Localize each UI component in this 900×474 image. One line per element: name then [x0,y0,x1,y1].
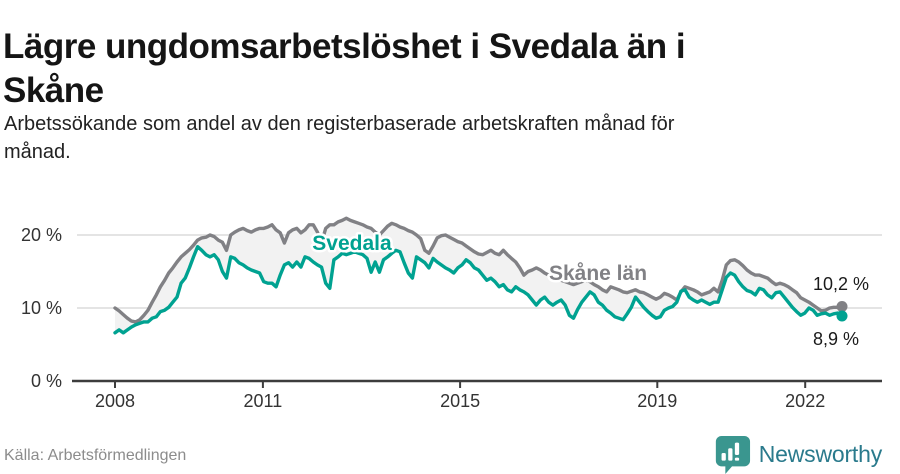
y-axis-tick-label: 0 % [31,371,62,391]
newsworthy-wordmark: Newsworthy [758,440,882,467]
page-title: Lägre ungdomsarbetslöshet i Svedala än i… [3,25,686,113]
newsworthy-logo-icon [715,435,750,474]
x-axis-year-label: 2008 [95,391,135,411]
subtitle-line-2: månad. [4,141,71,163]
newsworthy-logo: Newsworthy [713,434,882,474]
x-axis-year-label: 2019 [637,391,677,411]
series-end-value-label: 8,9 % [813,329,859,349]
title-line-2: Skåne [3,71,104,111]
x-axis-year-label: 2011 [244,391,283,411]
x-axis-year-label: 2022 [785,391,825,411]
series-line-skane [113,216,844,324]
series-end-dot [836,310,848,322]
x-axis-year-label: 2015 [440,391,480,411]
unemployment-line-chart: 0 % 10 % 20 % Skåne län Svedala 10,2 % 8,9 % 20… [0,195,900,420]
title-line-1: Lägre ungdomsarbetslöshet i Svedala än i [3,27,686,67]
series-label-svedala: Svedala [312,232,392,255]
between-series-fill [115,218,842,333]
y-axis-tick-label: 10 % [21,298,62,318]
series-end-value-label: 10,2 % [813,274,869,294]
series-end-dot [836,301,848,312]
source-note: Källa: Arbetsförmedlingen [4,447,187,464]
series-line-svedala [113,244,844,335]
y-axis-tick-label: 20 % [21,225,62,245]
logo-bars [721,442,739,461]
series-label-skane: Skåne län [549,262,647,285]
subtitle-line-1: Arbetssökande som andel av den registerb… [4,113,675,135]
chart-subtitle: Arbetssökande som andel av den registerb… [4,110,674,166]
